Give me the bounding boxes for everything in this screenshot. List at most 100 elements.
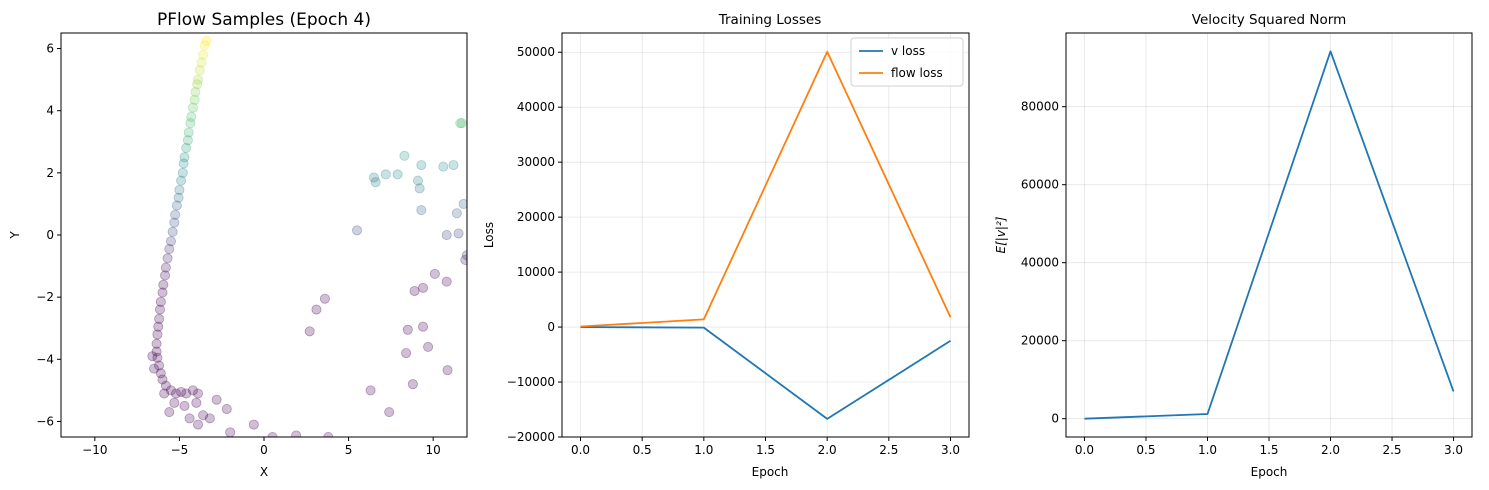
scatter-point [151,346,162,357]
scatter-point [380,169,391,180]
scatter-point [365,385,376,396]
scatter-point [192,79,203,90]
scatter-point [352,225,363,236]
x-tick-label: 1.0 [694,443,713,457]
scatter-point [151,338,162,349]
scatter-point [412,175,423,186]
scatter-point [198,49,209,60]
y-tick-label: −2 [36,290,54,304]
series-lines [580,50,952,420]
scatter-point [177,167,188,178]
x-tick-label: −5 [171,443,189,457]
scatter-point [170,209,181,220]
legend-label: v loss [891,44,925,58]
scatter-point [181,142,192,153]
scatter-point [190,87,201,98]
scatter-point [191,397,202,408]
scatter-point [407,379,418,390]
scatter-point [448,160,459,171]
scatter-point [211,394,222,405]
scatter-point [176,386,187,397]
series-line-0 [1084,50,1455,420]
scatter-point [193,419,204,430]
scatter-point [160,270,171,281]
y-tick-label: 2 [46,166,54,180]
y-tick-label: 20000 [517,210,555,224]
y-tick-label: 30000 [517,155,555,169]
y-tick-label: 6 [46,42,54,56]
scatter-point [158,279,169,290]
x-tick-label: 2.5 [1382,443,1401,457]
scatter-point [157,287,168,298]
scatter-point [183,127,194,138]
y-axis-label: E[|v|²] [994,216,1008,253]
scatter-point [152,352,163,363]
scatter-point [429,268,440,279]
scatter-point [171,388,182,399]
scatter-panel: −10 −5 0 5 10 −6 −4 −2 0 2 4 6 PFlow Samples (Epoc… [8,10,468,479]
scatter-point [193,74,204,85]
x-tick-label: 1.5 [756,443,775,457]
plot-area [61,33,467,437]
y-axis-label: Y [8,231,22,240]
scatter-point [154,360,165,371]
scatter-point [414,183,425,194]
scatter-point [164,243,175,254]
scatter-point [409,285,420,296]
x-tick-label: 2.0 [1321,443,1340,457]
scatter-point [160,262,171,273]
scatter-point [185,118,196,129]
scatter-point [157,374,168,385]
scatter-point [167,226,178,237]
scatter-point [384,407,395,418]
scatter-point [169,217,180,228]
y-tick-label: 20000 [1021,334,1059,348]
x-tick-label: 5 [345,443,353,457]
y-ticks: 0 20000 40000 60000 80000 [1021,100,1066,426]
y-tick-label: −10000 [507,375,555,389]
scatter-point [165,236,176,247]
x-tick-label: 2.5 [879,443,898,457]
chart-title: PFlow Samples (Epoch 4) [157,10,371,30]
series-lines [1084,50,1455,420]
scatter-point [204,413,215,424]
scatter-point [304,326,315,337]
x-tick-label: 2.0 [818,443,837,457]
y-tick-label: 40000 [1021,256,1059,270]
x-axis-label: X [260,465,268,479]
x-tick-label: 0.5 [633,443,652,457]
scatter-point [416,205,427,216]
scatter-point [176,175,187,186]
x-axis-label: Epoch [752,465,789,479]
scatter-point [311,304,322,315]
scatter-point [178,158,189,169]
scatter-point [154,304,165,315]
scatter-point [416,160,427,171]
scatter-point [149,363,160,374]
scatter-point [453,228,464,239]
scatter-point [162,253,173,264]
x-tick-label: 1.0 [1198,443,1217,457]
scatter-point [152,329,163,340]
x-tick-label: 0.5 [1136,443,1155,457]
y-ticks: −6 −4 −2 0 2 4 6 [36,42,61,428]
scatter-point [184,413,195,424]
scatter-point [196,57,207,68]
legend-label: flow loss [891,66,943,80]
x-tick-label: 10 [426,443,441,457]
x-ticks: 0.0 0.5 1.0 1.5 2.0 2.5 3.0 [571,437,960,457]
scatter-point [401,348,412,359]
y-tick-label: 40000 [517,100,555,114]
series-line-0 [580,326,951,420]
scatter-point [418,321,429,332]
y-tick-label: 4 [46,104,54,118]
scatter-point [187,102,198,113]
y-tick-label: 10000 [517,265,555,279]
scatter-point [392,169,403,180]
x-ticks: −10 −5 0 5 10 [82,437,441,457]
scatter-point [179,400,190,411]
scatter-point [174,184,185,195]
scatter-point [153,321,164,332]
scatter-point [225,427,236,437]
y-axis-label: Loss [482,222,496,248]
